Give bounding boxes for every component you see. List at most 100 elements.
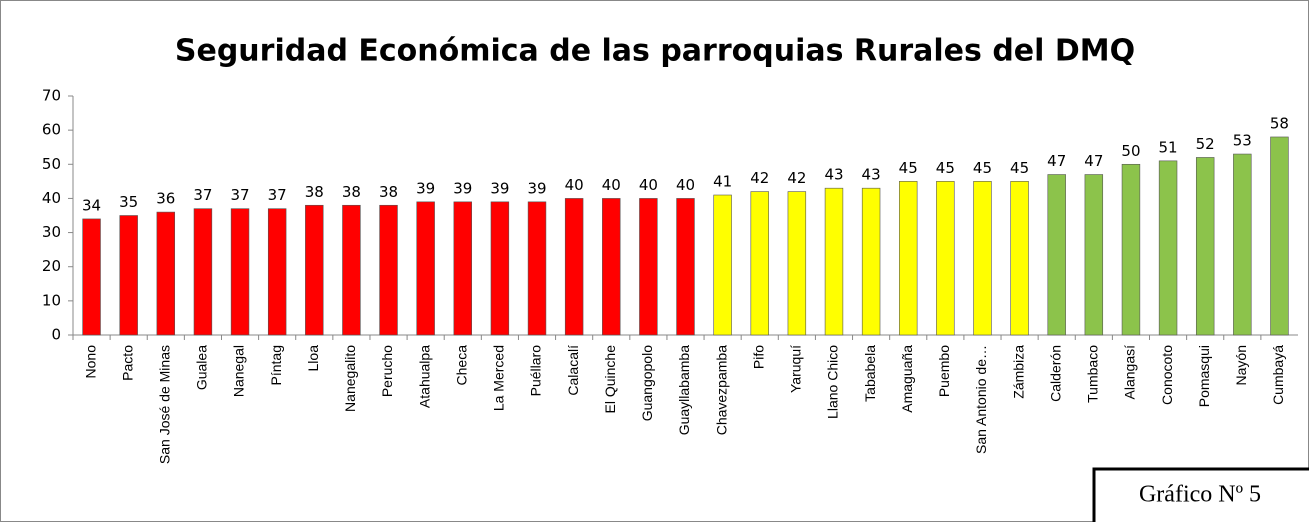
data-label: 37 [268,186,287,204]
chart-title: Seguridad Económica de las parroquias Ru… [175,34,1135,69]
data-label: 40 [602,176,621,194]
y-tick-label: 20 [42,257,61,275]
bar [973,181,992,336]
y-tick-label: 0 [51,326,61,344]
annotation: Gráfico Nº 5 [1139,482,1261,508]
x-tick-label: Nanegalito [342,345,358,412]
bar [1084,174,1104,336]
x-tick-label: Guangopolo [639,345,655,422]
x-tick-label: Tababela [862,345,878,402]
x-tick-label: La Merced [491,345,507,411]
bar [379,204,398,336]
bar [119,215,138,336]
y-tick-label: 70 [42,87,61,105]
bar [82,218,101,336]
x-tick-label: San Antonio de… [973,345,989,454]
x-tick-label: Calacalí [565,345,581,396]
data-label: 37 [230,186,249,204]
bar [305,204,324,336]
bar [676,198,695,336]
bar [713,194,732,336]
y-tick-label: 60 [42,121,61,139]
x-tick-label: Zámbiza [1010,345,1026,399]
data-label: 40 [676,176,695,194]
x-tick-label: Perucho [379,345,395,397]
data-label: 39 [416,179,435,197]
data-label: 39 [490,179,509,197]
bar [527,201,547,336]
bar [824,187,844,336]
x-tick-label: Gualea [194,345,210,390]
x-tick-label: Puembo [936,345,952,397]
data-label: 47 [1084,152,1103,170]
x-tick-label: Pacto [119,345,135,381]
x-tick-label: Lloa [305,345,321,372]
x-tick-label: Alangasí [1122,345,1138,400]
x-tick-label: Calderón [1047,345,1063,402]
x-tick-label: El Quinche [602,345,618,414]
bar [267,208,287,336]
x-tick-label: San José de Minas [157,345,173,464]
bar [1195,157,1215,336]
data-label: 41 [713,173,732,191]
data-label: 47 [1047,152,1066,170]
data-label: 39 [527,179,546,197]
bar [1158,160,1178,336]
data-label: 52 [1196,135,1215,153]
data-label: 42 [750,169,769,187]
annotation-box [1092,467,1309,522]
x-tick-label: Guayllabamba [676,345,692,435]
x-tick-label: Llano Chico [825,345,841,419]
bar [342,204,361,336]
bar [230,208,250,336]
data-label: 53 [1233,132,1252,150]
bar [899,181,918,336]
data-label: 38 [342,183,361,201]
y-tick-label: 40 [42,189,61,207]
data-label: 40 [565,176,584,194]
bar [1233,153,1252,336]
data-label: 36 [156,190,175,208]
bar [156,211,176,336]
bar [639,198,658,336]
data-label: 45 [973,159,992,177]
data-label: 51 [1159,138,1178,156]
x-tick-label: Nono [82,345,98,379]
bar [1047,174,1066,336]
bar [1270,136,1289,336]
data-label: 38 [379,183,398,201]
x-tick-label: Amaguaña [899,345,915,413]
x-tick-label: Tumbaco [1085,345,1101,403]
bar [490,201,510,336]
data-label: 42 [787,169,806,187]
data-label: 38 [305,183,324,201]
data-label: 58 [1270,114,1289,132]
bar [787,191,807,336]
x-tick-label: Atahualpa [416,345,432,408]
x-tick-label: Nanegal [231,345,247,397]
y-tick-label: 30 [42,223,61,241]
data-label: 37 [193,186,212,204]
data-label: 40 [639,176,658,194]
x-tick-label: Puéllaro [528,345,544,397]
bar [453,201,472,336]
data-label: 34 [82,196,101,214]
data-label: 43 [862,166,881,184]
data-label: 43 [824,166,843,184]
x-tick-label: Pifo [750,345,766,369]
bar [936,181,955,336]
y-tick-label: 10 [42,291,61,309]
x-tick-label: Chavezpamba [713,345,729,435]
bar [1121,163,1141,336]
data-label: 45 [899,159,918,177]
data-label: 50 [1121,142,1140,160]
data-label: 35 [119,193,138,211]
x-tick-label: Nayón [1233,345,1249,385]
bar [564,198,584,336]
x-tick-label: Yaruquí [788,345,804,393]
x-tick-label: Conocoto [1159,345,1175,405]
bar [861,187,881,336]
data-label: 39 [453,179,472,197]
data-label: 45 [936,159,955,177]
